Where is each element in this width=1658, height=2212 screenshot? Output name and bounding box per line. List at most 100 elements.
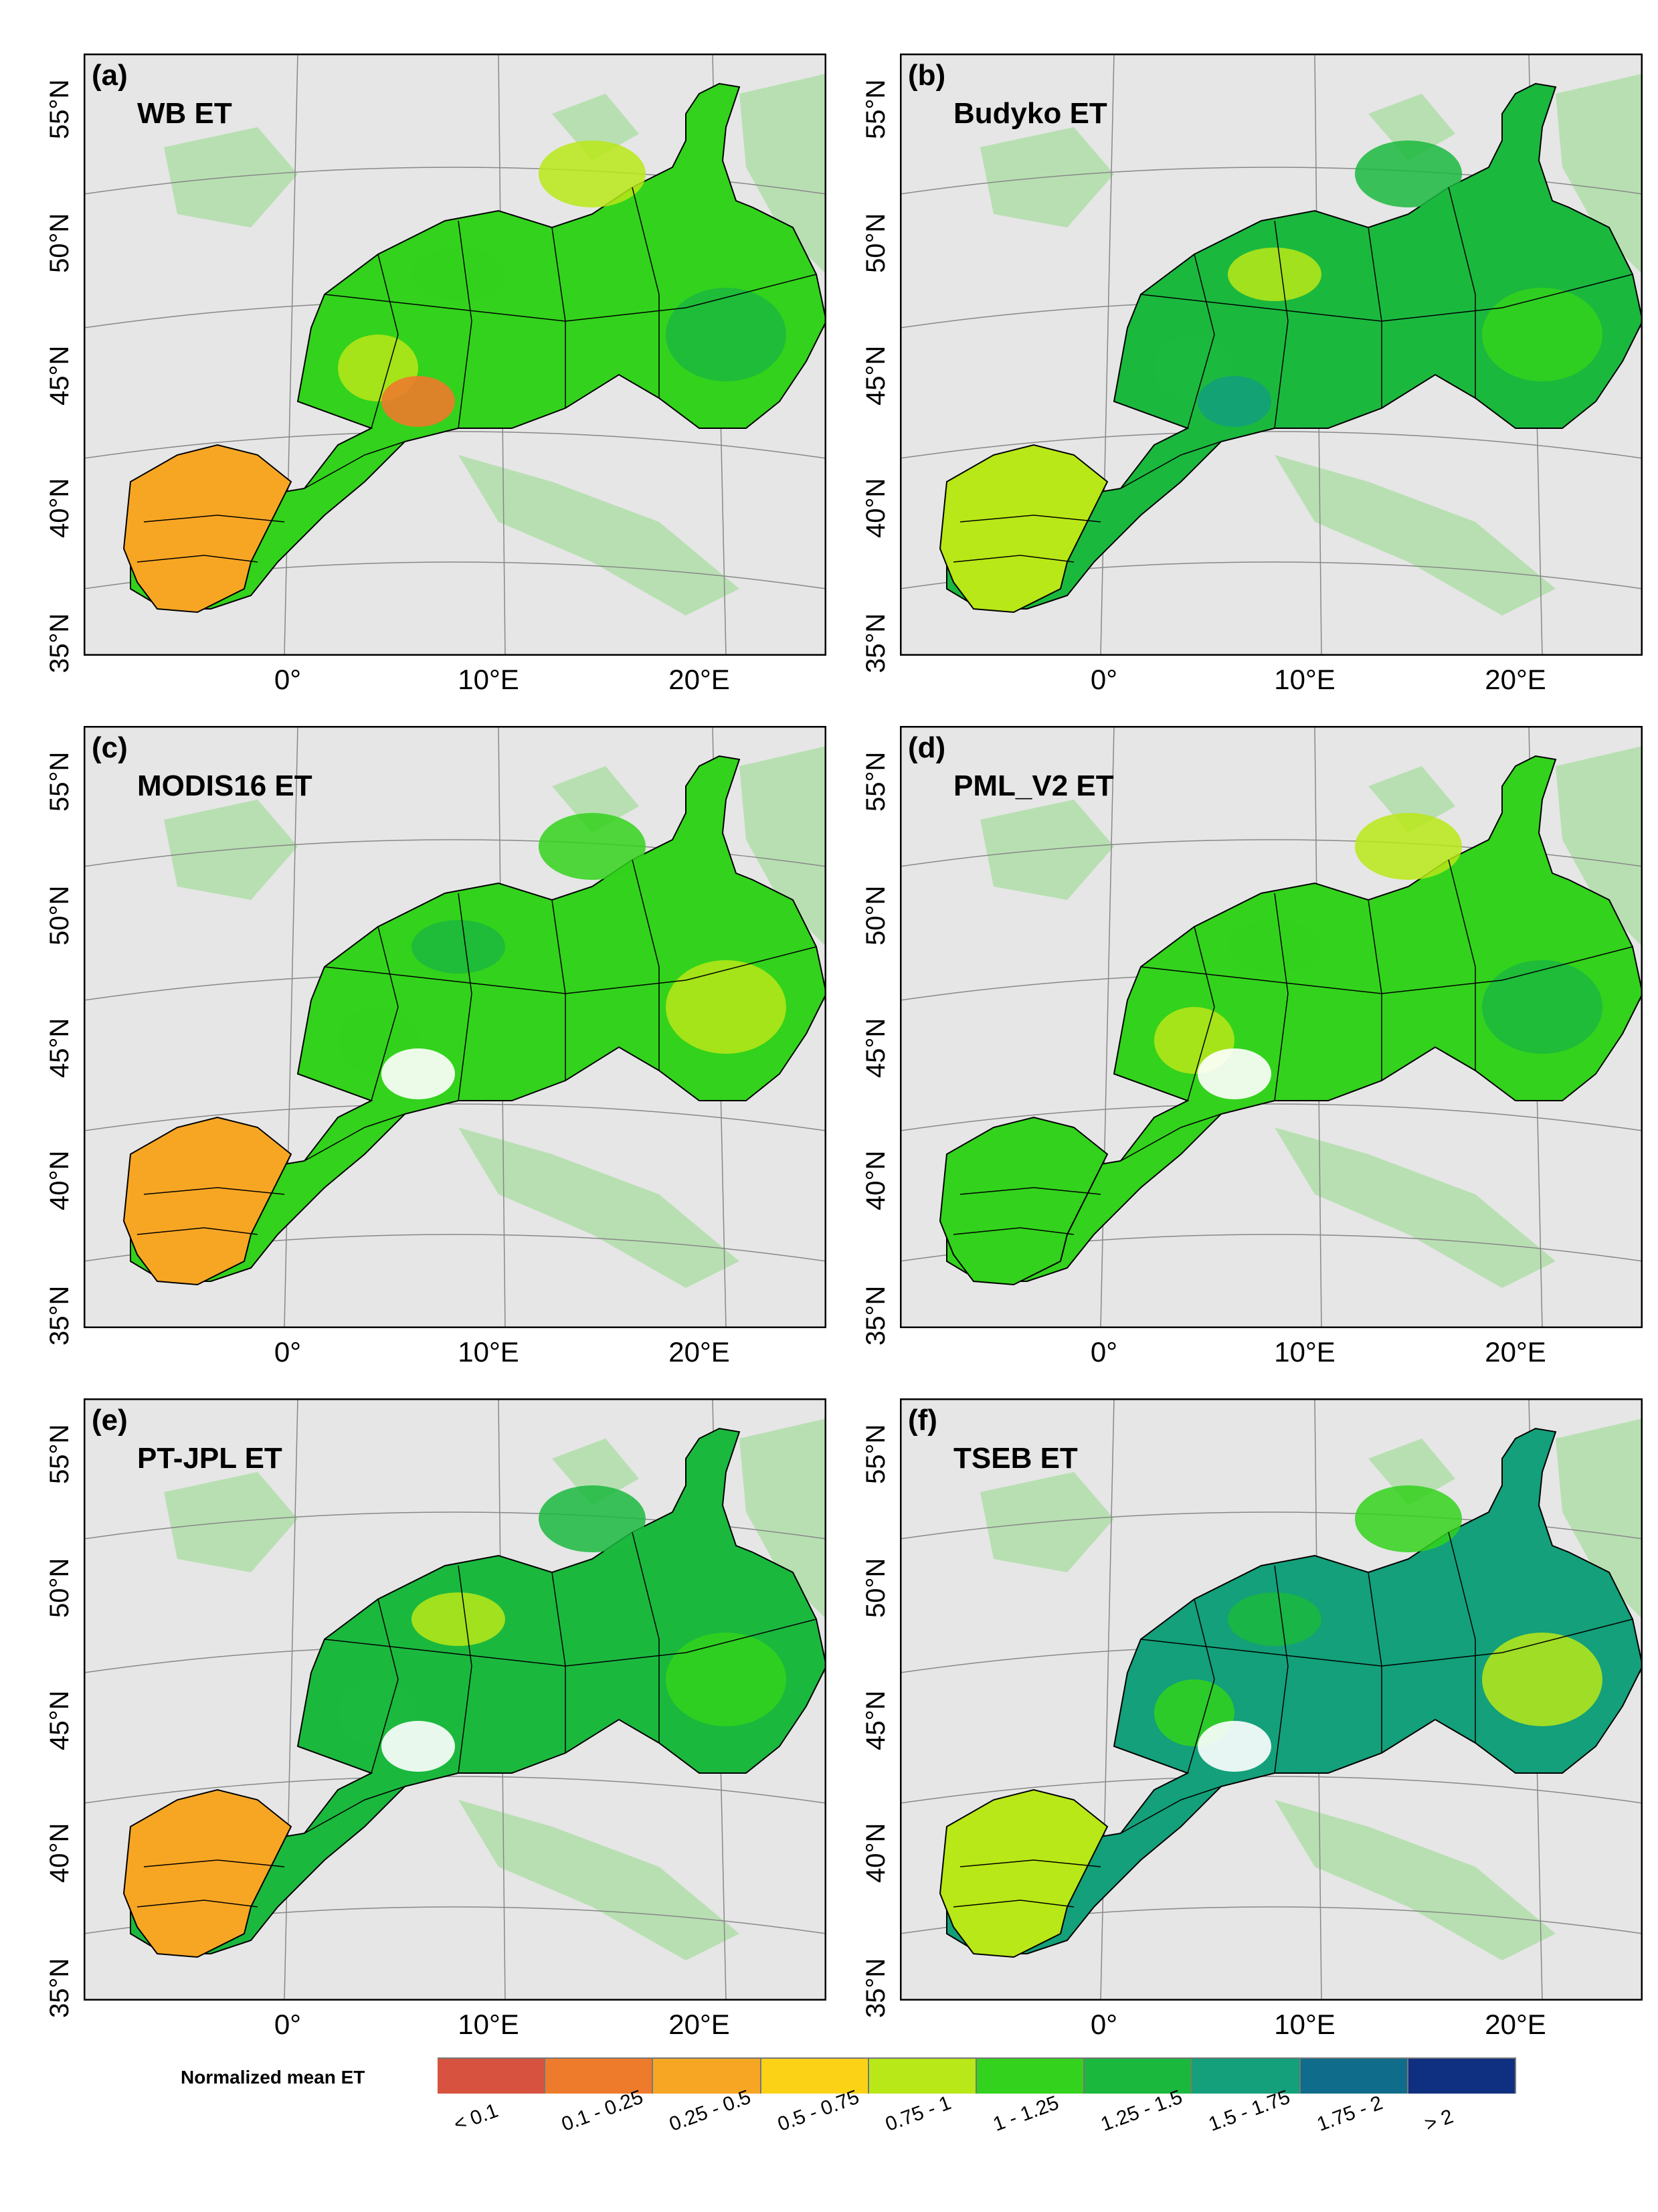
context-area	[1368, 1439, 1455, 1505]
basin-boundary	[371, 926, 399, 1101]
context-area	[739, 74, 826, 274]
basin-boundary	[1140, 1619, 1633, 1667]
lon-label: 10°E	[458, 1336, 519, 1368]
graticule-parallel	[900, 1103, 1643, 1131]
legend-colorbar	[438, 2057, 1516, 2094]
context-area	[552, 1439, 639, 1505]
value-patch	[539, 1485, 646, 1552]
basin-boundary	[1274, 1565, 1289, 1774]
iberia-basins	[122, 444, 292, 614]
legend-class-label: 0.75 - 1	[882, 2092, 954, 2136]
lat-label: 40°N	[45, 1823, 74, 1883]
panel-letter: (e)	[92, 1404, 128, 1437]
context-area	[1556, 746, 1643, 947]
alps-patch	[381, 376, 455, 427]
map-panel: (a) WB ET	[84, 54, 826, 656]
lat-label: 55°N	[861, 751, 891, 812]
value-patch	[1228, 1592, 1321, 1646]
lat-label: 45°N	[45, 1018, 74, 1078]
lon-label: 20°E	[1485, 664, 1546, 695]
lat-label: 35°N	[45, 1958, 74, 2018]
legend-swatch	[1192, 2059, 1301, 2094]
map-panel: (b) Budyko ET	[900, 54, 1643, 656]
basin-boundary	[304, 1786, 405, 1834]
value-patch	[411, 248, 505, 301]
lat-label: 50°N	[45, 1558, 74, 1618]
value-patch	[411, 920, 505, 974]
value-patch	[1355, 141, 1462, 207]
value-patch	[411, 1592, 505, 1646]
study-region	[946, 1427, 1643, 1954]
study-region	[130, 755, 826, 1282]
legend-swatch	[977, 2059, 1085, 2094]
panel-title: PT-JPL ET	[137, 1442, 282, 1475]
basin-boundary	[959, 515, 1101, 523]
graticule-parallel	[900, 1776, 1643, 1804]
context-area	[552, 766, 639, 833]
legend-swatch	[1300, 2059, 1408, 2094]
panel-title: Budyko ET	[953, 97, 1107, 130]
basin-boundary	[1140, 946, 1633, 994]
value-patch	[1228, 920, 1321, 974]
basin-boundary	[304, 1113, 405, 1162]
value-patch	[1355, 1485, 1462, 1552]
lat-label: 45°N	[861, 345, 891, 405]
lon-label: 10°E	[1274, 2009, 1335, 2040]
context-area	[1368, 94, 1455, 161]
map-panel: (d) PML_V2 ET	[900, 726, 1643, 1328]
basin-boundary	[953, 1227, 1075, 1235]
lon-label: 0°	[1090, 664, 1118, 695]
legend-class-label: < 0.1	[451, 2099, 501, 2136]
lon-label: 10°E	[1274, 1336, 1335, 1368]
lat-label: 55°N	[861, 79, 891, 139]
lon-label: 0°	[274, 664, 302, 695]
basin-boundary	[304, 441, 405, 489]
lat-label: 40°N	[861, 1150, 891, 1210]
lon-label: 0°	[1090, 1336, 1118, 1368]
graticule-parallel	[84, 431, 826, 459]
alps-patch	[381, 1721, 455, 1772]
basin-boundary	[1187, 1598, 1215, 1774]
value-patch	[539, 813, 646, 880]
context-area	[1556, 1418, 1643, 1619]
legend-swatch	[1408, 2059, 1516, 2094]
panel-letter: (f)	[908, 1404, 937, 1437]
alps-patch	[381, 1048, 455, 1099]
basin-boundary	[1274, 893, 1289, 1101]
basin-boundary	[632, 1532, 660, 1743]
map-canvas	[84, 54, 826, 656]
lat-label: 40°N	[861, 478, 891, 538]
panel-letter: (c)	[92, 731, 128, 764]
basin-boundary	[136, 1227, 258, 1235]
basin-boundary	[324, 274, 817, 322]
basin-boundary	[1187, 926, 1215, 1101]
panel-title: MODIS16 ET	[137, 769, 312, 802]
iberia-basins	[939, 444, 1109, 614]
lon-label: 0°	[274, 1336, 302, 1368]
basin-boundary	[953, 1900, 1075, 1908]
lat-label: 35°N	[45, 1285, 74, 1346]
basin-boundary	[632, 187, 660, 398]
value-patch	[1355, 813, 1462, 880]
lon-label: 10°E	[1274, 664, 1335, 695]
lon-label: 10°E	[458, 2009, 519, 2040]
context-area	[1275, 1127, 1556, 1288]
context-area	[458, 1800, 739, 1960]
basin-boundary	[371, 254, 399, 429]
basin-boundary	[1120, 1113, 1222, 1162]
iberia-basins	[122, 1116, 292, 1286]
legend-swatch	[545, 2059, 654, 2094]
map-canvas	[900, 1398, 1643, 2001]
lat-label: 55°N	[861, 1424, 891, 1484]
alps-patch	[1198, 376, 1271, 427]
value-patch	[666, 960, 786, 1054]
legend-class-label: 1.75 - 2	[1313, 2092, 1386, 2136]
study-region	[946, 755, 1643, 1282]
basin-boundary	[1448, 859, 1476, 1071]
map-panel: (c) MODIS16 ET	[84, 726, 826, 1328]
map-panel: (e) PT-JPL ET	[84, 1398, 826, 2001]
graticule-parallel	[84, 1776, 826, 1804]
lat-label: 50°N	[45, 885, 74, 945]
context-area	[458, 1127, 739, 1288]
lat-label: 55°N	[45, 751, 74, 812]
